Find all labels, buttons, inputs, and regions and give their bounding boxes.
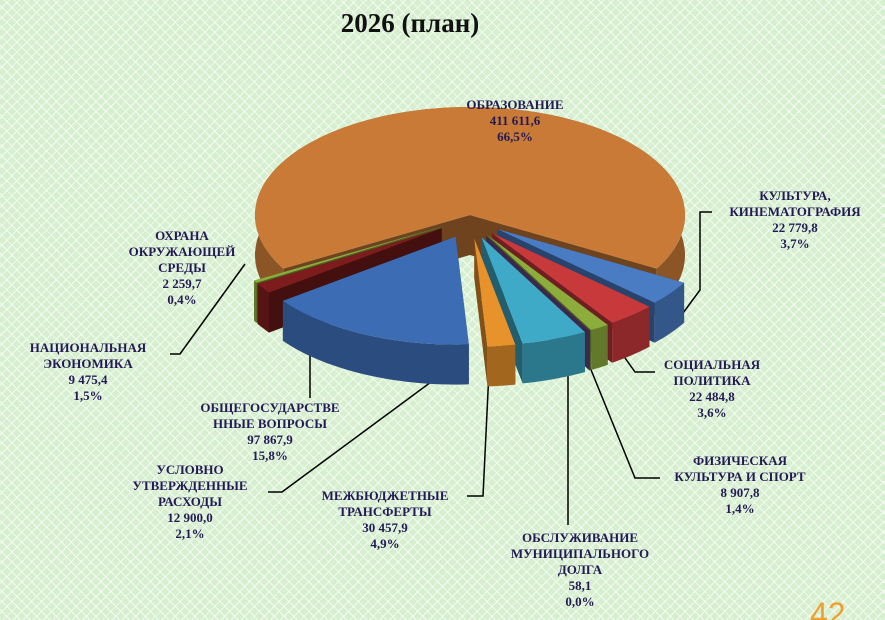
slice-label: КУЛЬТУРА, КИНЕМАТОГРАФИЯ 22 779,8 3,7% bbox=[729, 188, 860, 252]
category: ОБЩЕГОСУДАРСТВЕ ННЫЕ ВОПРОСЫ bbox=[200, 400, 340, 431]
percent-label: 1,5% bbox=[73, 388, 103, 403]
slice-side bbox=[654, 282, 685, 343]
value-label: 58,1 bbox=[568, 578, 592, 593]
category: НАЦИОНАЛЬНАЯ ЭКОНОМИКА bbox=[29, 340, 147, 371]
slice-side bbox=[522, 332, 585, 384]
percent-label: 3,7% bbox=[780, 236, 810, 251]
category: ОБСЛУЖИВАНИЕ МУНИЦИПАЛЬНОГО ДОЛГА bbox=[510, 530, 650, 577]
slice bbox=[492, 233, 650, 323]
slice-label: ОХРАНА ОКРУЖАЮЩЕЙ СРЕДЫ 2 259,7 0,4% bbox=[129, 228, 236, 308]
slice-side bbox=[282, 300, 469, 385]
value-label: 22 779,8 bbox=[772, 220, 818, 235]
slice bbox=[257, 228, 442, 293]
slice-label: ОБСЛУЖИВАНИЕ МУНИЦИПАЛЬНОГО ДОЛГА 58,1 0,0… bbox=[511, 530, 649, 610]
slice-label: УСЛОВНО УТВЕРЖДЕННЫЕ РАСХОДЫ 12 900,0 2,1% bbox=[132, 462, 247, 542]
slice-side bbox=[612, 306, 650, 363]
value-label: 30 457,9 bbox=[362, 520, 408, 535]
slice-side bbox=[487, 344, 516, 387]
percent-label: 3,6% bbox=[697, 405, 727, 420]
slice-label: НАЦИОНАЛЬНАЯ ЭКОНОМИКА 9 475,4 1,5% bbox=[30, 340, 147, 404]
percent-label: 1,4% bbox=[725, 501, 755, 516]
slice-edge bbox=[474, 238, 488, 387]
percent-label: 4,9% bbox=[370, 536, 400, 551]
slice-label: ОБРАЗОВАНИЕ 411 611,6 66,5% bbox=[466, 97, 563, 145]
category: МЕЖБЮДЖЕТНЫЕ ТРАНСФЕРТЫ bbox=[321, 488, 449, 519]
percent-label: 66,5% bbox=[497, 129, 533, 144]
page-number: 42 bbox=[810, 596, 846, 620]
category: СОЦИАЛЬНАЯ ПОЛИТИКА bbox=[663, 357, 761, 388]
category: УСЛОВНО УТВЕРЖДЕННЫЕ РАСХОДЫ bbox=[132, 462, 248, 509]
slice-label: ФИЗИЧЕСКАЯ КУЛЬТУРА И СПОРТ 8 907,8 1,4% bbox=[674, 453, 805, 517]
slice-side bbox=[254, 280, 257, 323]
slice bbox=[486, 235, 590, 331]
value-label: 8 907,8 bbox=[720, 485, 760, 500]
slice bbox=[254, 227, 441, 283]
category: ОБРАЗОВАНИЕ bbox=[466, 97, 564, 112]
slice-side bbox=[257, 283, 269, 333]
slice bbox=[282, 236, 469, 345]
chart-title: 2026 (план) bbox=[340, 8, 480, 38]
slice bbox=[474, 238, 516, 347]
slice-label: СОЦИАЛЬНАЯ ПОЛИТИКА 22 484,8 3,6% bbox=[664, 357, 760, 421]
value-label: 2 259,7 bbox=[162, 276, 202, 291]
slice-label: ОБЩЕГОСУДАРСТВЕ ННЫЕ ВОПРОСЫ 97 867,9 15,8… bbox=[200, 400, 339, 464]
category: ФИЗИЧЕСКАЯ КУЛЬТУРА И СПОРТ bbox=[674, 453, 806, 484]
value-label: 411 611,6 bbox=[489, 113, 541, 128]
slice-label: МЕЖБЮДЖЕТНЫЕ ТРАНСФЕРТЫ 30 457,9 4,9% bbox=[322, 488, 449, 552]
slice bbox=[497, 229, 685, 303]
leader-lines bbox=[170, 211, 712, 525]
slice bbox=[481, 237, 585, 344]
value-label: 9 475,4 bbox=[68, 372, 108, 387]
value-label: 12 900,0 bbox=[167, 510, 213, 525]
slice bbox=[487, 235, 608, 330]
percent-label: 2,1% bbox=[175, 526, 205, 541]
slice-side bbox=[591, 324, 608, 370]
slice bbox=[255, 107, 685, 269]
value-label: 22 484,8 bbox=[689, 389, 735, 404]
percent-label: 0,4% bbox=[167, 292, 197, 307]
percent-label: 15,8% bbox=[252, 448, 288, 463]
percent-label: 0,0% bbox=[565, 594, 595, 609]
category: КУЛЬТУРА, КИНЕМАТОГРАФИЯ bbox=[729, 188, 861, 219]
value-label: 97 867,9 bbox=[247, 432, 293, 447]
category: ОХРАНА ОКРУЖАЮЩЕЙ СРЕДЫ bbox=[128, 228, 236, 275]
